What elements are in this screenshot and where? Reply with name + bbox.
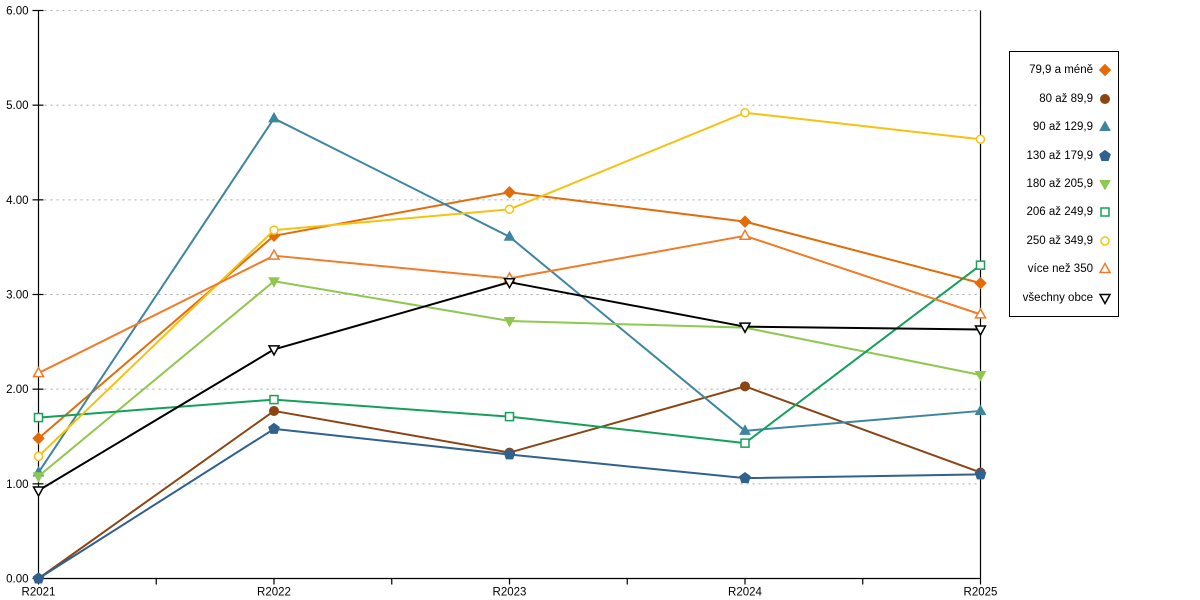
series-marker — [32, 366, 45, 378]
series-marker — [974, 404, 987, 415]
series-marker — [740, 438, 750, 448]
series-marker — [268, 277, 280, 288]
circle-open-legend-icon — [1100, 236, 1110, 246]
legend-label: 180 až 205,9 — [1026, 177, 1093, 190]
square-open-legend-icon — [1100, 207, 1110, 218]
series-marker — [503, 277, 516, 290]
legend: 79,9 a méně 80 až 89,9 90 až 129,9 130 až 1… — [1009, 51, 1119, 317]
series-marker — [738, 215, 752, 228]
series-marker — [974, 276, 987, 290]
series-marker — [739, 424, 751, 435]
series-marker — [740, 107, 750, 118]
series-marker — [503, 230, 516, 241]
legend-item: 130 až 179,9 — [1014, 149, 1112, 163]
x-axis-tick-label: R2023 — [493, 587, 527, 599]
series-marker — [504, 411, 515, 422]
legend-label: 90 až 129,9 — [1032, 121, 1093, 134]
legend-label: 79,9 a méně — [1029, 64, 1093, 77]
series-marker — [33, 451, 44, 462]
series-marker — [269, 405, 279, 416]
legend-item: 80 až 89,9 — [1014, 92, 1112, 106]
series-marker — [740, 381, 750, 392]
series-marker — [1100, 236, 1110, 246]
series-marker — [1100, 93, 1110, 104]
series-marker — [269, 225, 279, 235]
series-marker — [739, 472, 751, 484]
y-axis-tick-label: 3.00 — [6, 290, 28, 302]
series-marker — [1099, 149, 1111, 161]
series-marker — [1100, 207, 1110, 218]
series — [32, 186, 987, 445]
diamond-filled-legend-icon — [1098, 64, 1112, 77]
series-marker — [32, 572, 45, 584]
series-marker — [1099, 120, 1111, 132]
series-marker — [738, 322, 752, 334]
y-axis-tick-label: 1.00 — [6, 479, 28, 491]
legend-label: 206 až 249,9 — [1026, 206, 1093, 219]
x-axis-tick-label: R2021 — [22, 587, 56, 599]
circle-filled-legend-icon — [1100, 93, 1110, 104]
series-marker — [32, 486, 45, 498]
series-marker — [975, 134, 986, 144]
series-marker — [268, 422, 280, 434]
triangle-up-filled-legend-icon — [1099, 120, 1111, 132]
series-marker — [33, 412, 44, 423]
series-marker — [1098, 262, 1112, 274]
series-marker — [738, 228, 752, 241]
legend-item: 90 až 129,9 — [1014, 120, 1112, 134]
series-marker — [32, 432, 45, 445]
series-marker — [1099, 179, 1111, 191]
y-axis-tick-label: 0.00 — [6, 574, 28, 586]
triangle-down-filled-legend-icon — [1099, 179, 1111, 191]
legend-item: 180 až 205,9 — [1014, 177, 1112, 191]
series-marker — [974, 370, 987, 382]
series-marker — [269, 394, 279, 405]
series-marker — [503, 448, 516, 460]
legend-label: 250 až 349,9 — [1026, 234, 1093, 247]
x-axis-tick-label: R2022 — [257, 587, 291, 599]
series — [32, 228, 987, 378]
series — [33, 260, 986, 448]
legend-label: více než 350 — [1027, 263, 1093, 276]
legend-label: 80 až 89,9 — [1039, 92, 1093, 105]
series — [33, 107, 986, 462]
series-line — [37, 191, 981, 440]
x-axis-tick-label: R2024 — [728, 587, 762, 599]
y-axis-tick-label: 6.00 — [6, 6, 28, 18]
series-marker — [504, 204, 515, 215]
triangle-down-open-legend-icon — [1098, 293, 1112, 305]
series-line — [38, 234, 981, 374]
series-marker — [503, 186, 516, 199]
series-marker — [974, 307, 987, 319]
legend-label: všechny obce — [1022, 291, 1093, 304]
legend-item: 250 až 349,9 — [1014, 234, 1112, 248]
legend-label: 130 až 179,9 — [1026, 149, 1093, 162]
legend-item: 206 až 249,9 — [1014, 205, 1112, 219]
series-marker — [974, 325, 987, 337]
series-marker — [1098, 64, 1112, 77]
legend-item: 79,9 a méně — [1014, 63, 1112, 77]
x-axis-tick-label: R2025 — [964, 587, 998, 599]
series-marker — [1098, 293, 1112, 305]
series-marker — [267, 248, 281, 260]
y-axis-tick-label: 5.00 — [6, 100, 28, 112]
series-marker — [974, 468, 987, 480]
series-marker — [32, 472, 45, 483]
series-marker — [503, 317, 516, 328]
series — [32, 277, 987, 498]
series-line — [37, 280, 981, 478]
triangle-up-open-legend-icon — [1098, 262, 1112, 274]
series — [32, 422, 987, 584]
series-marker — [975, 260, 986, 270]
y-axis-tick-label: 2.00 — [6, 384, 28, 396]
pentagon-filled-legend-icon — [1099, 149, 1111, 161]
legend-item: více než 350 — [1014, 262, 1112, 276]
series-marker — [267, 345, 281, 357]
legend-item: všechny obce — [1014, 291, 1112, 305]
series-marker — [268, 111, 280, 123]
y-axis-tick-label: 4.00 — [6, 195, 28, 207]
